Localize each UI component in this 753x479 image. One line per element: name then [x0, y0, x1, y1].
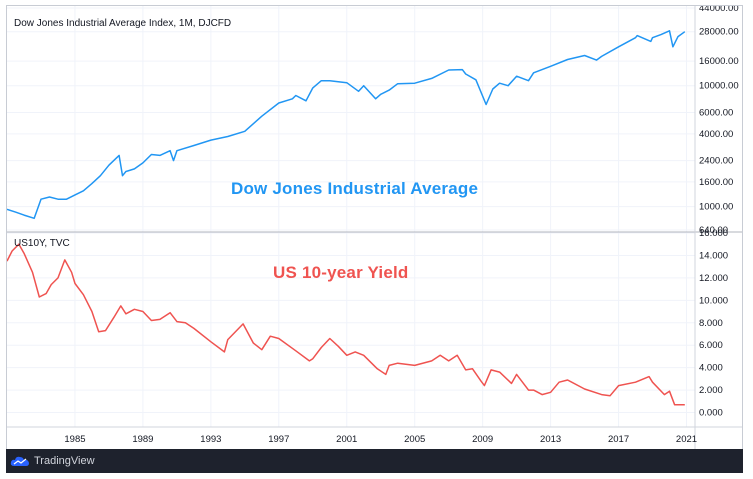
time-tick-label: 1997: [268, 434, 289, 445]
dow-tick-label: 1600.00: [699, 177, 733, 188]
time-tick-label: 2021: [676, 434, 697, 445]
yield-tick-label: 6.000: [699, 340, 723, 351]
dow-annotation: Dow Jones Industrial Average: [231, 179, 478, 198]
yield-annotation: US 10-year Yield: [273, 263, 409, 282]
time-tick-label: 2013: [540, 434, 561, 445]
yield-tick-label: 16.000: [699, 228, 728, 239]
time-tick-label: 2009: [472, 434, 493, 445]
time-tick-label: 2017: [608, 434, 629, 445]
yield-grid: [7, 232, 695, 414]
tradingview-cloud-icon[interactable]: [10, 454, 30, 468]
yield-series-line: [7, 243, 685, 406]
time-tick-label: 1989: [132, 434, 153, 445]
dow-tick-label: 16000.00: [699, 56, 739, 67]
dow-series-line: [7, 30, 686, 220]
chart-svg: 44000.00 28000.00 16000.00 10000.00 6000.00 4…: [7, 6, 742, 450]
yield-axis-ticks: 16.000 14.000 12.000 10.000 8.000 6.000 4.000 2…: [699, 228, 728, 419]
yield-tick-label: 10.000: [699, 295, 728, 306]
yield-tick-label: 8.000: [699, 318, 723, 329]
yield-tick-label: 4.000: [699, 363, 723, 374]
dow-pane-title: Dow Jones Industrial Average Index, 1M, …: [14, 18, 231, 29]
footer-bar: TradingView: [6, 449, 743, 473]
dow-tick-label: 10000.00: [699, 81, 739, 92]
tradingview-brand[interactable]: TradingView: [34, 455, 95, 467]
yield-tick-label: 2.000: [699, 385, 723, 396]
dow-tick-label: 28000.00: [699, 27, 739, 38]
yield-tick-label: 14.000: [699, 250, 728, 261]
time-tick-label: 1985: [64, 434, 85, 445]
dow-tick-label: 44000.00: [699, 6, 739, 14]
time-axis-ticks: 1985 1989 1993 1997 2001 2005 2009 2013 2017 2021: [64, 434, 697, 445]
chart-frame: 44000.00 28000.00 16000.00 10000.00 6000.00 4…: [6, 5, 743, 473]
dow-axis-ticks: 44000.00 28000.00 16000.00 10000.00 6000.00 4…: [699, 6, 739, 236]
dow-tick-label: 1000.00: [699, 202, 733, 213]
yield-tick-label: 12.000: [699, 273, 728, 284]
time-tick-label: 2005: [404, 434, 425, 445]
time-grid: [74, 6, 688, 427]
dow-tick-label: 2400.00: [699, 156, 733, 167]
time-tick-label: 2001: [336, 434, 357, 445]
dow-tick-label: 6000.00: [699, 108, 733, 119]
dow-tick-label: 4000.00: [699, 129, 733, 140]
dow-grid: [7, 7, 695, 231]
time-tick-label: 1993: [200, 434, 221, 445]
yield-tick-label: 0.000: [699, 408, 723, 419]
yield-pane-title: US10Y, TVC: [14, 238, 70, 249]
dow-tick-label: 640.00: [699, 225, 728, 236]
